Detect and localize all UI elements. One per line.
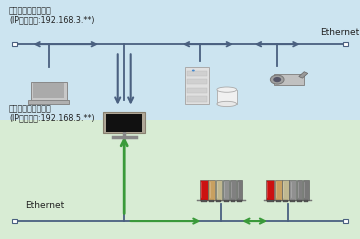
Bar	[290, 200, 295, 202]
Bar	[12, 43, 17, 46]
Text: 情報系ネットワーク: 情報系ネットワーク	[9, 6, 52, 15]
Bar	[187, 71, 207, 76]
Polygon shape	[299, 72, 308, 78]
Bar	[187, 88, 207, 93]
Bar	[223, 180, 229, 200]
Bar	[224, 200, 229, 202]
Bar	[197, 200, 246, 201]
Bar	[185, 67, 209, 104]
Bar	[237, 180, 242, 200]
Text: Ethernet: Ethernet	[320, 28, 360, 37]
Bar	[31, 82, 67, 100]
Text: 制御系ネットワーク: 制御系ネットワーク	[9, 104, 52, 113]
Bar	[0, 0, 360, 120]
Bar	[297, 200, 302, 202]
Bar	[230, 180, 236, 200]
Bar	[276, 200, 281, 202]
Bar	[28, 100, 69, 104]
Bar	[209, 200, 214, 202]
Bar	[274, 74, 304, 85]
Bar	[216, 200, 221, 202]
Bar	[231, 200, 235, 202]
Bar	[266, 180, 274, 200]
Bar	[208, 180, 215, 200]
Bar	[303, 180, 309, 200]
Bar	[12, 219, 17, 223]
Bar	[343, 219, 348, 223]
Bar	[216, 180, 222, 200]
Ellipse shape	[192, 70, 195, 71]
Bar	[343, 43, 348, 46]
Ellipse shape	[217, 87, 237, 92]
Bar	[297, 180, 302, 200]
Bar	[304, 200, 308, 202]
Bar	[289, 180, 296, 200]
Bar	[201, 200, 207, 202]
Bar	[187, 96, 207, 102]
Bar	[187, 79, 207, 84]
Bar	[283, 200, 288, 202]
Ellipse shape	[217, 101, 237, 107]
Bar	[264, 200, 312, 201]
Bar	[0, 120, 360, 239]
Bar	[107, 114, 142, 131]
Ellipse shape	[270, 75, 284, 84]
Bar	[267, 200, 274, 202]
Text: (IPアドレス:192.168.5.**): (IPアドレス:192.168.5.**)	[9, 114, 95, 123]
Bar	[104, 112, 145, 133]
Bar	[217, 90, 237, 104]
Text: Ethernet: Ethernet	[25, 201, 64, 210]
Bar	[282, 180, 289, 200]
Text: (IPアドレス:192.168.3.**): (IPアドレス:192.168.3.**)	[9, 16, 94, 25]
Ellipse shape	[273, 77, 281, 82]
Bar	[237, 200, 242, 202]
Bar	[275, 180, 282, 200]
Bar	[200, 180, 208, 200]
Bar	[33, 83, 64, 98]
